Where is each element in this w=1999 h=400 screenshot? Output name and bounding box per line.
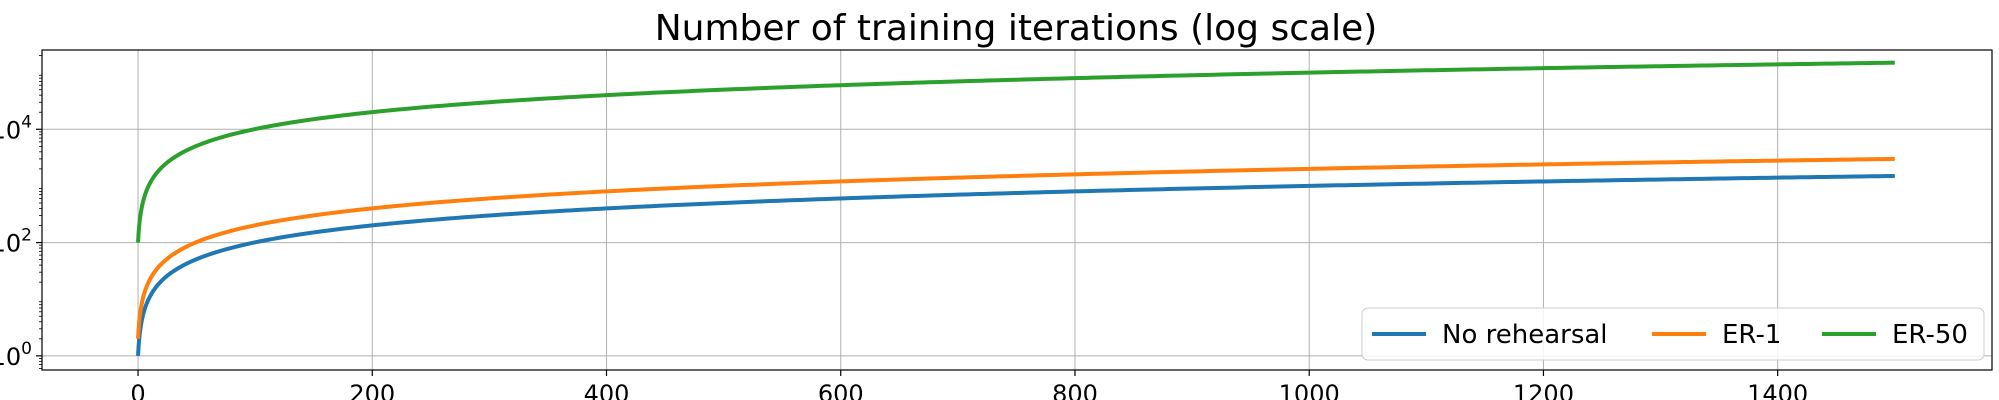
x-tick-label: 1000 [1279,380,1340,400]
x-tick-label: 0 [130,380,145,400]
x-tick-label: 1400 [1747,380,1808,400]
y-tick-label: 100 [0,339,32,371]
chart-title: Number of training iterations (log scale… [655,8,1378,49]
series-line-2 [136,156,1895,339]
series-line-3 [136,60,1895,243]
x-tick-label: 600 [818,380,864,400]
series-line-1 [136,173,1895,356]
y-tick-label: 104 [0,112,32,144]
y-axis: 100 102 104 [0,55,42,371]
series-lines [136,60,1895,356]
x-tick-label: 400 [584,380,630,400]
x-tick-label: 800 [1052,380,1098,400]
x-axis: 0 200 400 600 800 1000 1200 1400 [130,370,1808,400]
legend-label: ER-50 [1892,320,1968,350]
legend-label: No rehearsal [1442,320,1608,350]
legend-label: ER-1 [1722,320,1781,350]
legend: No rehearsal ER-1 ER-50 [1361,307,1985,361]
x-tick-label: 200 [349,380,395,400]
plot-area-frame [41,49,1993,371]
y-tick-label: 102 [0,226,32,258]
x-tick-label: 1200 [1513,380,1574,400]
